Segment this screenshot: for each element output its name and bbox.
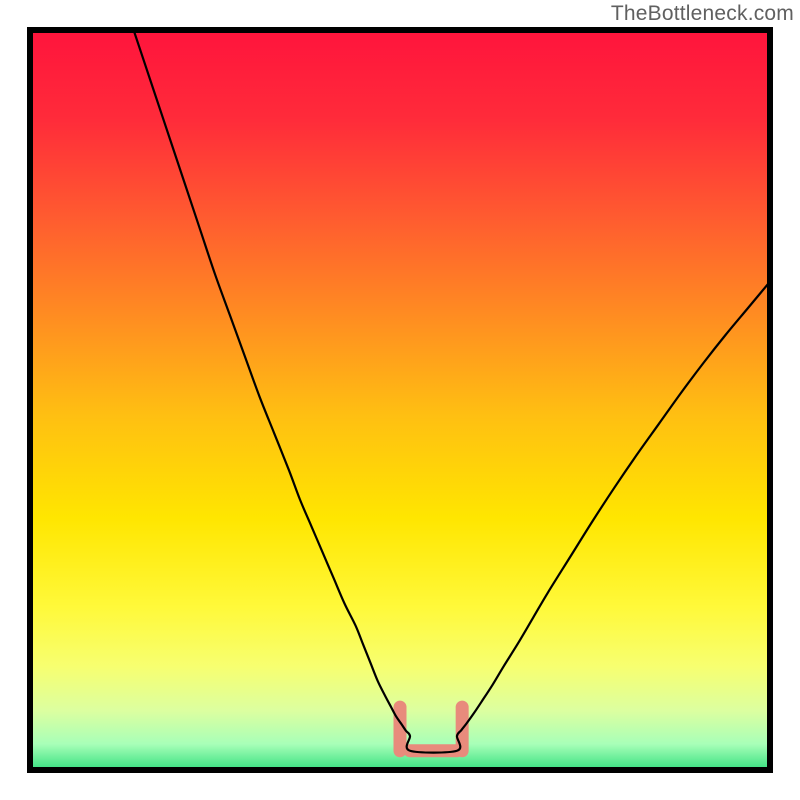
bottleneck-curve-chart [0,0,800,800]
chart-container: TheBottleneck.com [0,0,800,800]
watermark-text: TheBottleneck.com [611,2,794,26]
